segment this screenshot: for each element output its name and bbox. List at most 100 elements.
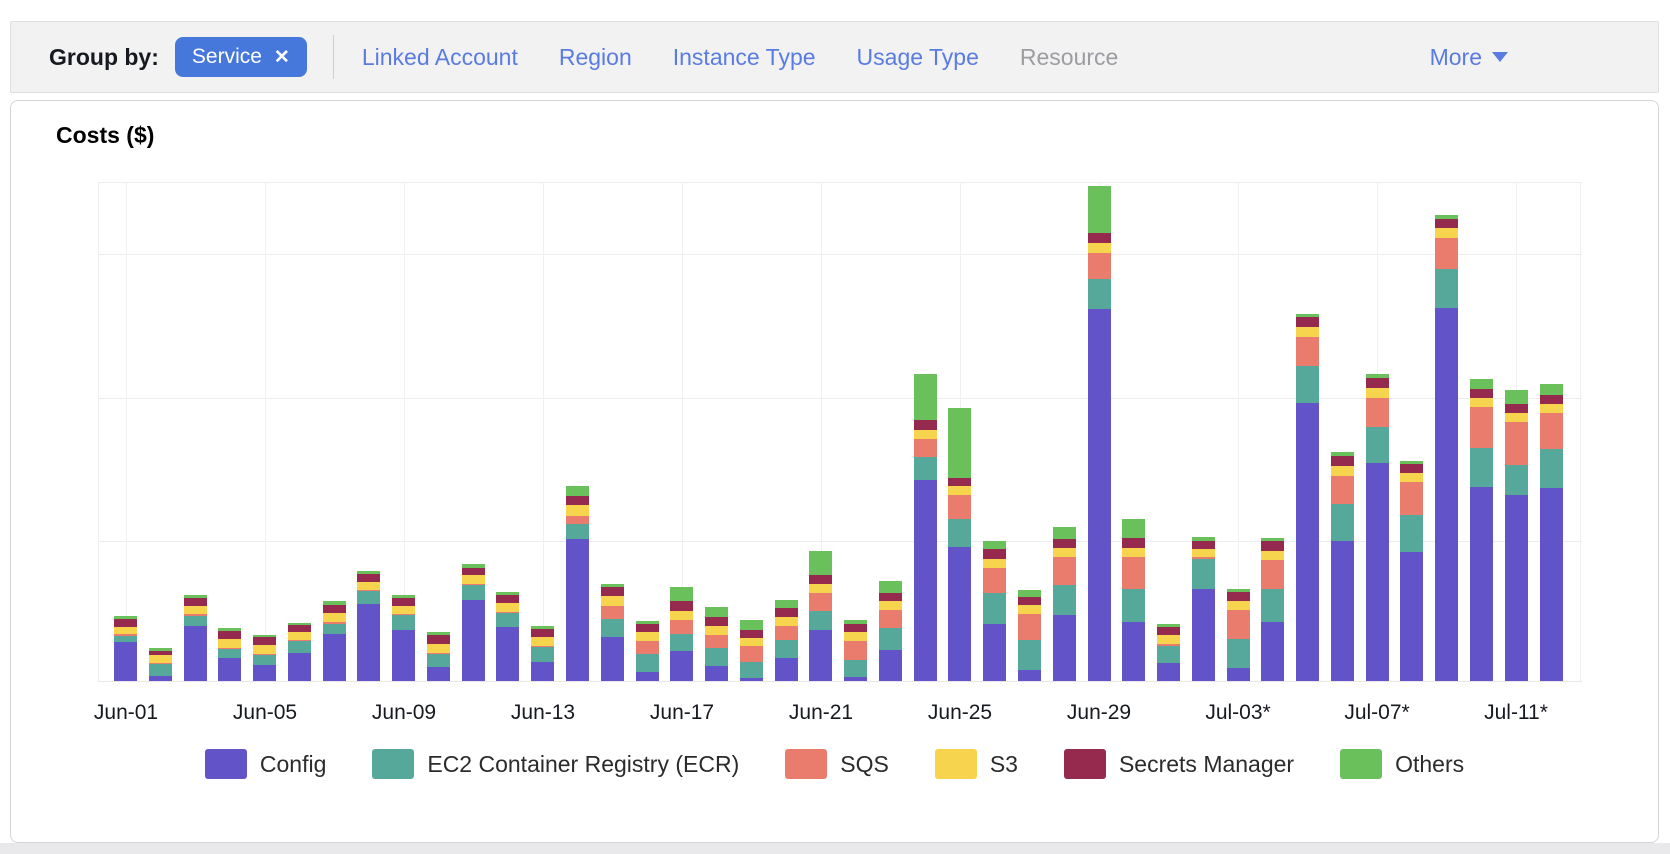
bar-segment-secrets-manager[interactable]	[1505, 404, 1528, 413]
bar-jun-26[interactable]	[983, 541, 1006, 681]
bar-segment-config[interactable]	[1435, 308, 1458, 681]
bar-jun-04[interactable]	[218, 628, 241, 681]
more-button[interactable]: More	[1430, 44, 1508, 71]
bar-segment-s3[interactable]	[809, 584, 832, 593]
bar-segment-sqs[interactable]	[1192, 557, 1215, 559]
bar-segment-s3[interactable]	[1192, 549, 1215, 557]
bar-segment-config[interactable]	[323, 634, 346, 681]
bar-segment-sqs[interactable]	[1296, 337, 1319, 366]
bar-segment-others[interactable]	[462, 564, 485, 568]
bar-segment-others[interactable]	[1122, 519, 1145, 538]
bar-segment-ecr[interactable]	[1018, 640, 1041, 670]
bar-jun-07[interactable]	[323, 601, 346, 681]
bar-segment-secrets-manager[interactable]	[114, 619, 137, 627]
bar-segment-sqs[interactable]	[114, 634, 137, 636]
bar-jul-07[interactable]	[1366, 374, 1389, 681]
bar-jul-06[interactable]	[1331, 452, 1354, 681]
bar-segment-s3[interactable]	[1505, 413, 1528, 422]
bar-segment-sqs[interactable]	[670, 620, 693, 634]
bar-jun-06[interactable]	[288, 623, 311, 681]
bar-segment-s3[interactable]	[114, 627, 137, 634]
bar-segment-others[interactable]	[740, 620, 763, 630]
bar-segment-sqs[interactable]	[1435, 238, 1458, 269]
bar-jun-09[interactable]	[392, 595, 415, 681]
bar-segment-config[interactable]	[357, 604, 380, 681]
bar-segment-s3[interactable]	[879, 601, 902, 610]
bar-segment-ecr[interactable]	[1157, 646, 1180, 663]
bar-segment-sqs[interactable]	[601, 606, 624, 619]
bar-segment-config[interactable]	[1331, 541, 1354, 681]
bar-segment-others[interactable]	[392, 595, 415, 598]
bar-jun-05[interactable]	[253, 635, 276, 681]
bar-segment-config[interactable]	[1227, 668, 1250, 681]
bar-segment-secrets-manager[interactable]	[288, 625, 311, 632]
bar-segment-config[interactable]	[288, 653, 311, 681]
bar-jun-28[interactable]	[1053, 527, 1076, 681]
bar-segment-others[interactable]	[809, 551, 832, 575]
bar-segment-ecr[interactable]	[948, 519, 971, 547]
bar-segment-secrets-manager[interactable]	[427, 635, 450, 644]
bar-jun-15[interactable]	[601, 584, 624, 681]
bar-segment-ecr[interactable]	[1227, 639, 1250, 668]
bar-segment-s3[interactable]	[427, 644, 450, 653]
bar-segment-sqs[interactable]	[218, 648, 241, 649]
bar-segment-ecr[interactable]	[149, 664, 172, 676]
bar-segment-ecr[interactable]	[1400, 515, 1423, 552]
bar-segment-config[interactable]	[1470, 487, 1493, 681]
bar-segment-ecr[interactable]	[914, 457, 937, 480]
bar-segment-s3[interactable]	[1088, 243, 1111, 253]
bar-jun-14[interactable]	[566, 486, 589, 681]
bar-segment-sqs[interactable]	[462, 584, 485, 585]
bar-segment-sqs[interactable]	[1366, 398, 1389, 427]
bar-segment-s3[interactable]	[775, 617, 798, 626]
bar-segment-sqs[interactable]	[184, 614, 207, 616]
group-by-link-region[interactable]: Region	[558, 43, 632, 70]
bar-segment-config[interactable]	[809, 630, 832, 681]
bar-jul-08[interactable]	[1400, 461, 1423, 681]
bar-segment-others[interactable]	[983, 541, 1006, 549]
bar-jun-23[interactable]	[879, 581, 902, 681]
bar-jul-11[interactable]	[1505, 390, 1528, 681]
bar-segment-secrets-manager[interactable]	[218, 631, 241, 639]
bar-segment-config[interactable]	[1122, 622, 1145, 681]
bar-segment-secrets-manager[interactable]	[392, 598, 415, 606]
bar-segment-others[interactable]	[1540, 384, 1563, 395]
bar-segment-others[interactable]	[601, 584, 624, 587]
bar-segment-s3[interactable]	[670, 611, 693, 620]
bar-jun-13[interactable]	[531, 626, 554, 681]
bar-segment-ecr[interactable]	[288, 641, 311, 653]
bar-segment-others[interactable]	[1470, 379, 1493, 389]
bar-segment-ecr[interactable]	[1296, 366, 1319, 403]
bar-segment-others[interactable]	[879, 581, 902, 593]
bar-segment-config[interactable]	[1296, 403, 1319, 681]
bar-segment-config[interactable]	[149, 676, 172, 681]
bar-segment-sqs[interactable]	[1261, 560, 1284, 589]
bar-jul-12[interactable]	[1540, 384, 1563, 681]
bar-segment-ecr[interactable]	[392, 615, 415, 630]
bar-segment-sqs[interactable]	[705, 635, 728, 648]
bar-segment-s3[interactable]	[983, 559, 1006, 568]
bar-segment-sqs[interactable]	[879, 610, 902, 628]
bar-segment-s3[interactable]	[323, 613, 346, 622]
bar-segment-s3[interactable]	[1435, 228, 1458, 238]
bar-segment-ecr[interactable]	[496, 613, 519, 627]
bar-segment-secrets-manager[interactable]	[531, 629, 554, 637]
bar-segment-config[interactable]	[392, 630, 415, 681]
bar-segment-secrets-manager[interactable]	[566, 496, 589, 505]
bar-segment-ecr[interactable]	[566, 524, 589, 539]
bar-segment-secrets-manager[interactable]	[809, 575, 832, 584]
bar-segment-others[interactable]	[1018, 590, 1041, 597]
bar-segment-sqs[interactable]	[914, 439, 937, 457]
bar-segment-secrets-manager[interactable]	[1470, 389, 1493, 398]
bar-segment-sqs[interactable]	[983, 568, 1006, 593]
bar-segment-ecr[interactable]	[740, 662, 763, 678]
bar-segment-sqs[interactable]	[948, 495, 971, 519]
bar-segment-others[interactable]	[1192, 537, 1215, 541]
bar-segment-s3[interactable]	[392, 606, 415, 614]
bar-segment-ecr[interactable]	[1435, 269, 1458, 308]
bar-segment-others[interactable]	[705, 607, 728, 617]
bar-segment-s3[interactable]	[1366, 388, 1389, 398]
bar-segment-secrets-manager[interactable]	[149, 651, 172, 655]
bar-segment-s3[interactable]	[844, 632, 867, 641]
bar-jun-10[interactable]	[427, 632, 450, 681]
